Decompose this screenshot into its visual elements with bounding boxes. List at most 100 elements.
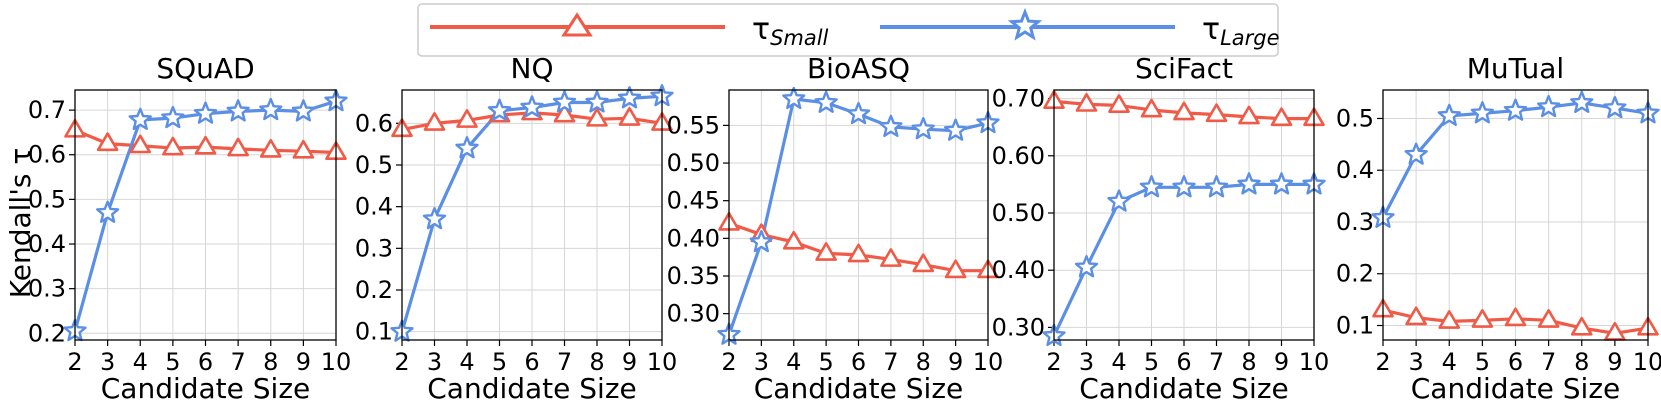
x-tick-label: 2: [394, 348, 409, 376]
chart-panel-mutual: 2 3 4 5 6 7 8 9 10 0.1 0.2 0.3 0.4 0.5 MuTual Candidate…: [1336, 52, 1661, 405]
x-axis-label: Candidate Size: [1411, 372, 1621, 405]
x-tick-label: 10: [321, 348, 352, 376]
marker-triangle-small: [1405, 306, 1427, 326]
x-tick-label: 8: [589, 348, 604, 376]
chart-panel-squad: 2 3 4 5 6 7 8 9 10 0.2 0.3 0.4 0.5 0.6 0.7 SQuAD Candida…: [28, 52, 351, 405]
x-tick-label: 10: [1633, 348, 1661, 376]
x-tick-label: 5: [492, 348, 507, 376]
marker-triangle-small: [1238, 105, 1260, 125]
marker-star-large: [585, 90, 609, 113]
marker-star-large: [879, 114, 903, 138]
marker-triangle-small: [162, 136, 184, 156]
x-axis-label: Candidate Size: [1079, 372, 1289, 405]
marker-star-large: [1603, 95, 1627, 119]
y-tick-label: 0.4: [28, 230, 66, 258]
chart-panel-scifact: 2 3 4 5 6 7 8 9 10 0.30 0.40 0.50 0.60 0.70 SciFact Can…: [992, 52, 1330, 405]
marker-star-large: [552, 90, 577, 113]
marker-triangle-small: [1471, 309, 1494, 328]
marker-triangle-small: [194, 135, 217, 155]
x-tick-label: 8: [1574, 348, 1589, 376]
marker-triangle-small: [815, 242, 837, 261]
y-tick-label: 0.3: [355, 234, 393, 262]
y-tick-label: 0.1: [355, 318, 393, 346]
x-tick-label: 3: [1408, 348, 1423, 376]
x-tick-label: 6: [524, 348, 539, 376]
chart-panel-bioasq: 2 3 4 5 6 7 8 9 10 0.30 0.35 0.40 0.45 0.50 0.55 BioASQ…: [667, 52, 1004, 405]
marker-triangle-small: [423, 112, 446, 131]
marker-star-large: [487, 98, 512, 121]
y-tick-label: 0.1: [1336, 312, 1374, 340]
marker-triangle-small: [1205, 103, 1228, 123]
marker-star-large: [128, 107, 152, 131]
x-tick-label: 2: [721, 348, 736, 376]
legend-large-subscript: Large: [1220, 26, 1279, 50]
marker-star-large: [1074, 255, 1099, 278]
marker-star-large: [1237, 172, 1261, 195]
x-tick-label: 4: [1111, 348, 1126, 376]
y-tick-label: 0.45: [667, 187, 720, 215]
y-tick-label: 0.2: [1336, 260, 1374, 288]
y-tick-label: 0.35: [667, 262, 720, 290]
x-tick-label: 10: [1299, 348, 1330, 376]
chart-title: SciFact: [1135, 52, 1233, 85]
y-axis-label: Kendall's τ: [4, 148, 37, 298]
legend-large-star-icon: [1007, 7, 1043, 41]
x-tick-label: 3: [754, 348, 769, 376]
marker-star-large: [455, 136, 479, 159]
x-tick-label: 10: [973, 348, 1004, 376]
x-tick-label: 4: [133, 348, 148, 376]
marker-triangle-small: [1537, 309, 1560, 328]
marker-star-large: [1269, 172, 1294, 195]
x-tick-label: 7: [883, 348, 898, 376]
x-tick-label: 9: [948, 348, 963, 376]
x-tick-label: 5: [1475, 348, 1490, 376]
y-tick-label: 0.40: [667, 224, 720, 252]
marker-triangle-small: [456, 109, 478, 128]
plot-frame: [1053, 89, 1315, 341]
marker-triangle-small: [96, 132, 119, 152]
legend-frame: [417, 3, 1279, 57]
marker-star-large: [617, 86, 642, 109]
legend-small-subscript: Small: [770, 26, 828, 50]
marker-triangle-small: [847, 243, 870, 263]
x-tick-label: 6: [1508, 348, 1523, 376]
y-tick-label: 0.5: [355, 151, 393, 179]
x-tick-label: 4: [1442, 348, 1457, 376]
marker-star-large: [1139, 175, 1164, 198]
x-tick-label: 5: [1144, 348, 1159, 376]
marker-star-large: [226, 99, 250, 122]
marker-triangle-small: [618, 107, 641, 126]
x-tick-label: 4: [459, 348, 474, 376]
y-tick-label: 0.5: [28, 185, 66, 213]
marker-triangle-small: [1438, 310, 1461, 329]
x-tick-label: 2: [1046, 348, 1061, 376]
y-tick-label: 0.40: [992, 256, 1045, 284]
x-tick-label: 10: [647, 348, 678, 376]
x-tick-label: 6: [198, 348, 213, 376]
marker-triangle-small: [1570, 316, 1593, 336]
x-tick-label: 9: [1607, 348, 1622, 376]
x-tick-label: 7: [230, 348, 245, 376]
marker-star-large: [1570, 90, 1594, 114]
plot-frame: [401, 89, 663, 341]
y-tick-label: 0.50: [667, 149, 720, 177]
marker-triangle-small: [1504, 307, 1527, 327]
y-tick-label: 0.5: [1336, 104, 1374, 132]
x-tick-label: 2: [67, 348, 82, 376]
marker-star-large: [846, 101, 871, 125]
marker-star-large: [1172, 175, 1196, 198]
y-tick-label: 0.3: [1336, 208, 1374, 236]
marker-triangle-small: [912, 253, 935, 273]
legend: τSmall τLarge: [417, 3, 1280, 57]
y-tick-label: 0.4: [1336, 156, 1374, 184]
y-tick-label: 0.7: [28, 96, 66, 124]
marker-star-large: [944, 118, 968, 141]
y-tick-label: 0.6: [355, 109, 393, 137]
x-axis-label: Candidate Size: [754, 372, 964, 405]
plot-frame: [728, 89, 989, 341]
legend-small-label: τSmall: [752, 12, 829, 50]
x-tick-label: 6: [1176, 348, 1191, 376]
y-tick-label: 0.2: [28, 319, 66, 347]
marker-star-large: [95, 200, 120, 223]
marker-star-large: [1503, 98, 1528, 121]
